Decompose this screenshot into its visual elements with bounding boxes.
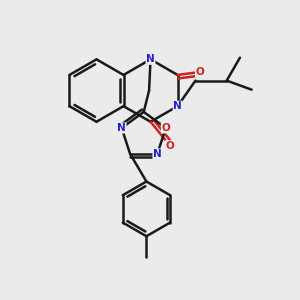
Text: N: N: [146, 54, 155, 64]
Text: N: N: [117, 123, 126, 133]
Text: N: N: [173, 101, 182, 111]
Text: N: N: [153, 149, 162, 159]
Text: O: O: [196, 67, 204, 77]
Text: O: O: [161, 123, 170, 133]
Text: O: O: [166, 140, 174, 151]
